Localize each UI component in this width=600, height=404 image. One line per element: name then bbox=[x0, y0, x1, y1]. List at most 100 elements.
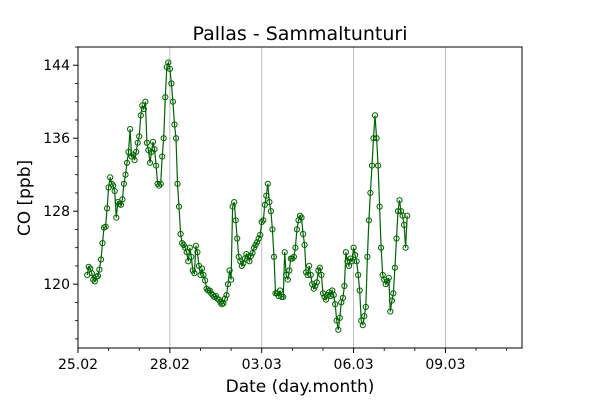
data-point bbox=[292, 244, 299, 251]
data-point bbox=[290, 253, 297, 260]
data-point bbox=[269, 226, 276, 233]
data-point bbox=[169, 98, 176, 105]
data-point bbox=[254, 239, 261, 246]
data-point bbox=[188, 253, 195, 260]
data-point bbox=[293, 226, 300, 233]
data-point bbox=[156, 182, 163, 189]
data-point bbox=[341, 282, 348, 290]
data-point bbox=[93, 273, 100, 280]
data-point bbox=[385, 274, 392, 281]
data-point bbox=[191, 270, 198, 277]
data-point bbox=[332, 301, 339, 308]
data-point bbox=[153, 162, 160, 169]
data-point bbox=[140, 105, 147, 113]
data-point bbox=[277, 287, 284, 294]
data-point bbox=[390, 290, 397, 297]
data-point bbox=[99, 240, 106, 247]
data-point bbox=[143, 139, 150, 146]
data-point bbox=[122, 171, 129, 178]
data-point bbox=[110, 182, 117, 189]
data-point bbox=[313, 279, 320, 286]
x-tick-label: 09.03 bbox=[425, 357, 465, 373]
data-point bbox=[260, 217, 267, 224]
data-point bbox=[401, 221, 408, 228]
data-point bbox=[104, 205, 111, 212]
data-point bbox=[298, 214, 305, 221]
data-point bbox=[257, 231, 264, 238]
data-point bbox=[307, 271, 314, 279]
data-point bbox=[375, 162, 382, 169]
data-point bbox=[145, 147, 152, 154]
data-point bbox=[160, 135, 167, 142]
data-point bbox=[217, 299, 224, 306]
axis-layer: 25.02 28.02 03.03 06.03 09.03 120 128 136 144 bbox=[43, 46, 508, 373]
data-point bbox=[183, 249, 190, 256]
data-point bbox=[246, 258, 253, 265]
data-point bbox=[142, 98, 149, 105]
data-point bbox=[255, 235, 262, 242]
data-point bbox=[125, 148, 132, 155]
data-point bbox=[174, 180, 181, 187]
data-point bbox=[327, 292, 334, 300]
data-point bbox=[339, 294, 346, 301]
data-point bbox=[85, 263, 92, 270]
data-point bbox=[264, 180, 271, 187]
data-point bbox=[378, 244, 385, 251]
data-point bbox=[120, 180, 128, 187]
data-point bbox=[234, 235, 241, 242]
data-point bbox=[151, 146, 158, 153]
data-point bbox=[350, 244, 357, 251]
data-point bbox=[108, 180, 115, 187]
data-point bbox=[133, 148, 140, 155]
data-point bbox=[281, 249, 288, 256]
data-point bbox=[113, 214, 120, 221]
data-point bbox=[263, 192, 270, 199]
x-tick-label: 06.03 bbox=[334, 357, 374, 373]
data-point bbox=[342, 249, 349, 256]
data-point bbox=[134, 139, 141, 146]
data-point bbox=[312, 282, 319, 290]
data-point bbox=[162, 94, 169, 101]
data-point bbox=[393, 235, 400, 242]
data-point bbox=[111, 188, 118, 195]
data-point bbox=[203, 285, 210, 292]
y-tick-label: 128 bbox=[43, 204, 70, 220]
data-point bbox=[402, 244, 409, 251]
x-tick-label: 03.03 bbox=[242, 357, 282, 373]
data-point bbox=[326, 289, 333, 296]
data-point bbox=[284, 276, 291, 283]
data-point bbox=[301, 241, 308, 248]
data-point bbox=[209, 292, 216, 299]
series-layer bbox=[84, 59, 411, 333]
data-point bbox=[139, 102, 146, 109]
data-point bbox=[364, 253, 371, 260]
x-tick-label: 25.02 bbox=[58, 357, 98, 373]
data-point bbox=[300, 230, 307, 238]
data-point bbox=[345, 262, 353, 269]
data-point bbox=[172, 135, 180, 142]
data-point bbox=[349, 258, 356, 265]
y-axis-label: CO [ppb] bbox=[15, 160, 35, 236]
data-point bbox=[391, 264, 398, 271]
data-point bbox=[373, 135, 380, 142]
data-point bbox=[365, 217, 372, 224]
data-point bbox=[102, 223, 109, 230]
data-point bbox=[270, 253, 278, 260]
data-point bbox=[404, 212, 411, 219]
y-tick-label: 144 bbox=[43, 58, 70, 74]
data-point bbox=[304, 271, 311, 279]
data-point bbox=[123, 159, 131, 166]
data-point bbox=[399, 212, 406, 219]
data-point bbox=[171, 121, 178, 128]
data-point bbox=[136, 133, 143, 140]
data-point bbox=[202, 277, 209, 284]
data-point bbox=[368, 162, 376, 169]
data-point bbox=[316, 264, 323, 271]
data-point bbox=[119, 196, 126, 203]
data-point bbox=[159, 153, 166, 160]
data-point bbox=[137, 112, 144, 119]
data-point bbox=[306, 262, 313, 269]
data-point bbox=[117, 201, 125, 208]
data-point bbox=[107, 174, 114, 181]
